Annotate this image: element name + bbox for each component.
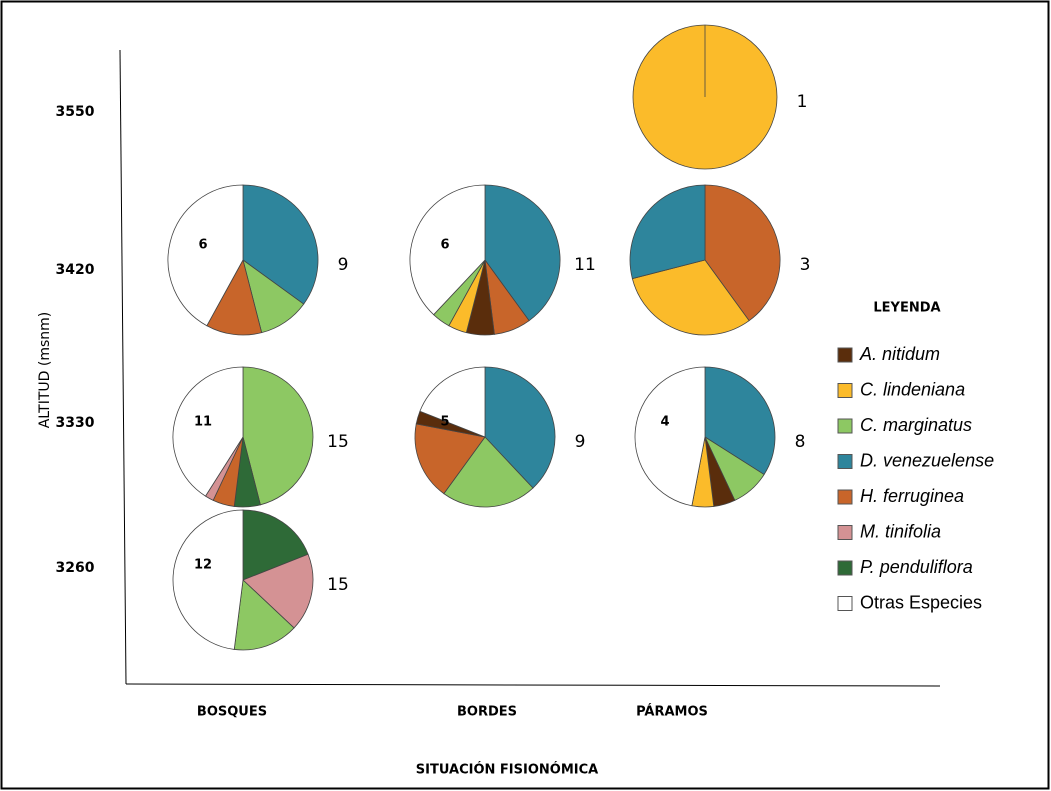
pie-slice [629,184,706,280]
pie-total-label: 8 [795,432,806,452]
x-axis [125,683,941,687]
pie-slice [242,366,314,506]
pie-total-label: 9 [575,432,586,452]
legend-label: Otras Especies [860,592,982,612]
legend-label: P. penduliflora [860,557,973,577]
pie-slice [242,184,319,305]
x-tick-label: PÁRAMOS [636,704,708,720]
legend-title: LEYENDA [873,301,940,316]
pie-slice [242,553,314,629]
pie-total-label: 3 [800,255,811,275]
legend-label: H. ferruginea [860,486,964,506]
pie-slice [233,579,295,651]
x-axis-label: SITUACIÓN FISIONÓMICA [416,762,598,778]
legend-swatch [837,560,853,576]
legend-label: A. nitidum [859,344,940,364]
legend-label: D. venezuelense [860,450,994,470]
pie-slice [704,184,781,322]
pie-total-label: 1 [797,92,808,112]
pie-slice [172,509,244,650]
pie-slice [443,436,534,508]
pie-slice [631,259,750,336]
pie-total-label: 15 [327,432,349,452]
x-tick-label: BORDES [457,705,517,720]
pie-total-label: 15 [327,575,349,595]
y-tick-label: 3330 [56,415,95,431]
pie-others-label: 11 [194,415,212,430]
pie-slice [634,366,706,507]
pie-slice [409,184,486,316]
pie-slice [242,509,309,581]
legend-swatch [837,489,853,505]
y-axis-label: ALTITUD (msnm) [37,312,53,429]
pie-slice [484,366,556,489]
y-tick-label: 3420 [56,262,95,278]
pie-others-label: 12 [194,558,212,573]
legend-label: C. marginatus [860,415,972,435]
pie-total-label: 11 [574,255,596,275]
legend-swatch [837,418,853,434]
pie-slice [414,423,486,495]
x-tick-label: BOSQUES [197,705,267,720]
legend-swatch [837,454,853,469]
pie-slice [172,366,244,497]
y-tick-label: 3260 [56,560,95,576]
legend-swatch [837,596,853,611]
legend-swatch [837,347,853,363]
pie-total-label: 9 [338,255,349,275]
pie-others-label: 6 [198,238,207,253]
pie-others-label: 4 [660,415,669,430]
legend-swatch [837,383,853,398]
pie-others-label: 6 [440,238,449,253]
pie-slice [484,184,561,322]
legend-label: M. tinifolia [860,521,941,541]
legend-label: C. lindeniana [860,379,965,399]
y-axis [119,49,127,685]
pie-slice [419,366,486,438]
pie-others-label: 5 [440,415,449,430]
y-tick-label: 3550 [56,104,95,120]
legend-swatch [837,525,853,540]
pie-slice [167,184,244,327]
